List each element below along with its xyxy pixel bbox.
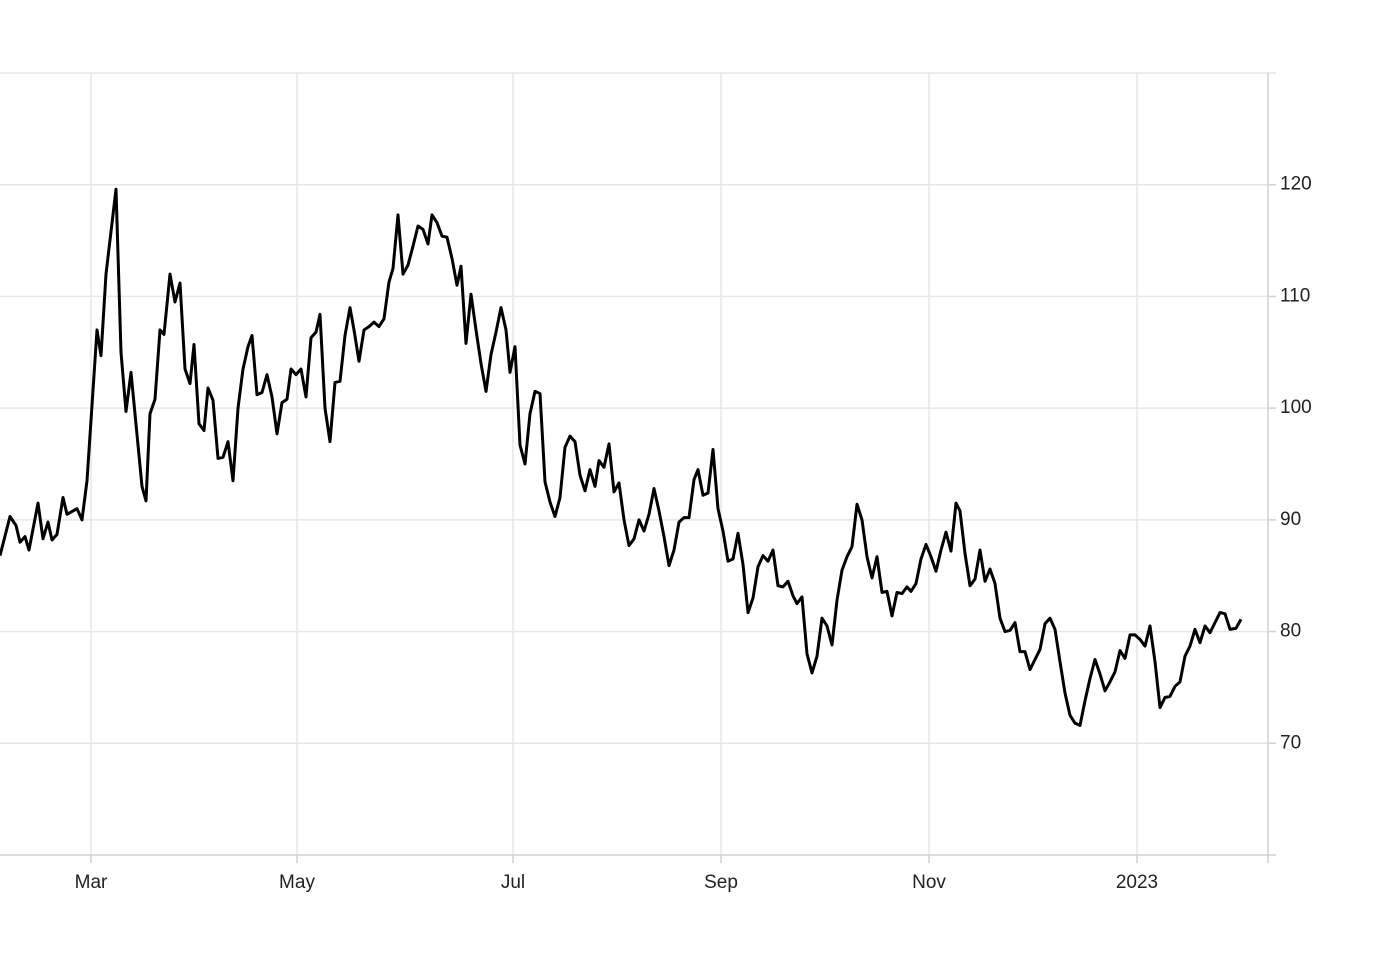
y-tick-label: 110 xyxy=(1280,285,1310,306)
y-tick-label: 120 xyxy=(1280,174,1312,195)
price-line xyxy=(0,187,1243,727)
x-tick-label: Sep xyxy=(704,872,738,893)
y-tick-label: 70 xyxy=(1280,732,1301,753)
x-tick-label: May xyxy=(279,872,315,893)
x-tick-label: Jul xyxy=(501,872,525,893)
y-tick-label: 80 xyxy=(1280,621,1301,642)
y-tick-label: 100 xyxy=(1280,397,1312,418)
x-tick-label: 2023 xyxy=(1116,872,1158,893)
y-tick-label: 90 xyxy=(1280,509,1301,530)
x-tick-label: Nov xyxy=(912,872,946,893)
x-tick-label: Mar xyxy=(75,872,108,893)
